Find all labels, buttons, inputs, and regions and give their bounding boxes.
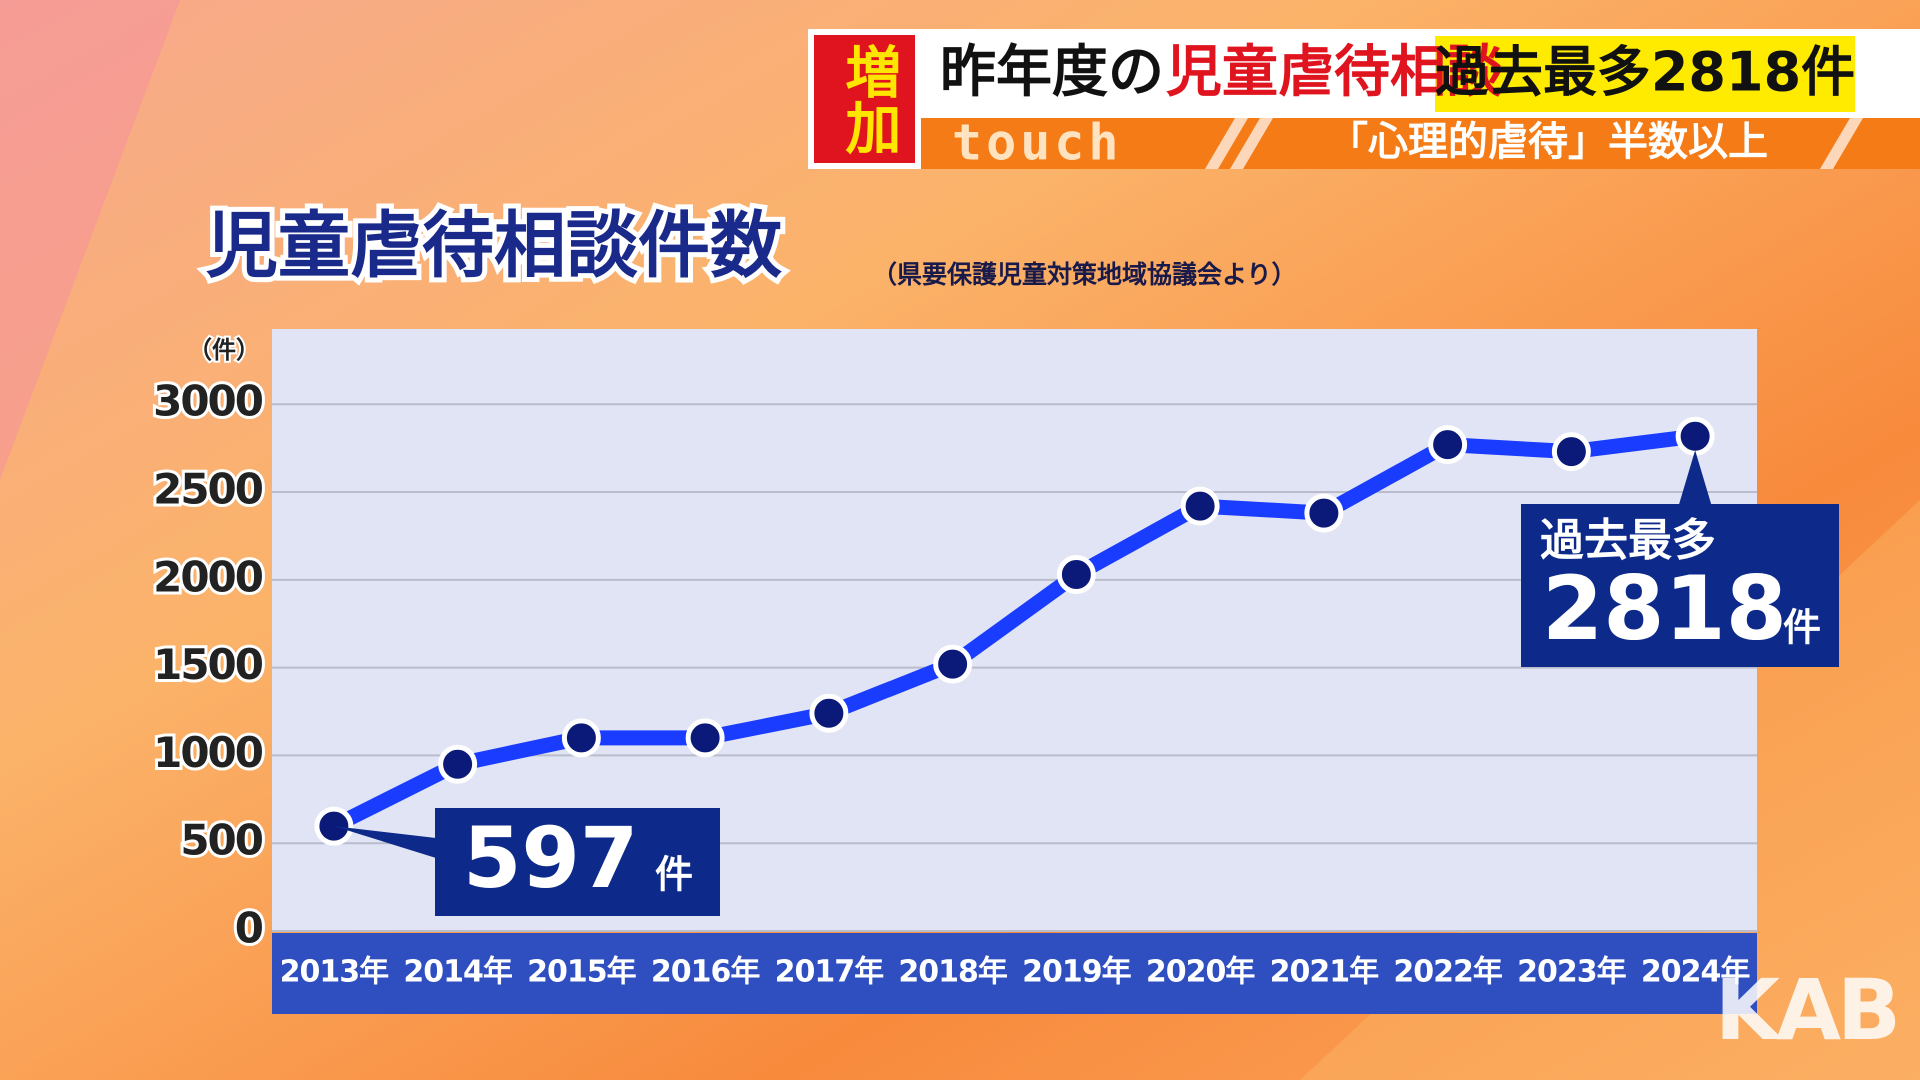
y-axis-unit: （件） — [188, 336, 260, 364]
y-tick-label: 1500 — [153, 640, 263, 689]
marker — [1304, 493, 1344, 533]
background-stripe — [0, 0, 180, 480]
record-label: 過去最多 — [1540, 515, 1716, 566]
subheadline-bar — [921, 118, 1920, 169]
chart-title: 児童虐待相談件数 — [206, 204, 782, 288]
marker — [1056, 555, 1096, 595]
marker — [1675, 416, 1715, 456]
x-tick-label: 2022年 — [1393, 955, 1502, 990]
headline-box-bg — [1435, 36, 1855, 112]
line — [330, 428, 1697, 833]
y-tick-label: 2000 — [153, 552, 263, 601]
headline-highlight: 児童虐待相談 — [1166, 40, 1502, 105]
y-tick-label: 1000 — [153, 728, 263, 777]
marker — [685, 718, 725, 758]
logo: KAB — [1715, 961, 1897, 1059]
callout-pointer — [333, 826, 436, 858]
chart-subtitle: （県要保護児童対策地域協議会より） — [872, 260, 1297, 289]
value-unit: 件 — [1783, 606, 1821, 650]
marker — [561, 718, 601, 758]
marker — [933, 644, 973, 684]
value-label: 597 — [463, 809, 638, 907]
x-tick-label: 2024年 — [1641, 955, 1750, 990]
callout-box — [435, 808, 720, 916]
x-tick-label: 2020年 — [1146, 955, 1255, 990]
stripe — [1820, 118, 1863, 169]
x-tick-label: 2021年 — [1270, 955, 1379, 990]
headline-box: 過去最多2818件 — [1435, 41, 1855, 104]
x-tick-label: 2017年 — [775, 955, 884, 990]
badge-text: 増加 — [836, 43, 901, 155]
marker — [1551, 432, 1591, 472]
stripe — [1205, 118, 1248, 169]
x-tick-label: 2013年 — [280, 955, 389, 990]
subheadline: 「心理的虐待」半数以上 — [1328, 119, 1768, 165]
x-tick-label: 2015年 — [527, 955, 636, 990]
y-tick-label: 500 — [180, 816, 262, 865]
x-tick-label: 2019年 — [1022, 955, 1131, 990]
y-tick-label: 0 — [235, 904, 263, 953]
program-name: touch — [952, 114, 1123, 172]
marker — [438, 744, 478, 784]
x-axis-band — [272, 933, 1757, 1014]
marker — [1180, 486, 1220, 526]
stripe — [1230, 118, 1273, 169]
y-tick-label: 2500 — [153, 465, 263, 514]
value-unit: 件 — [655, 853, 693, 897]
y-tick-label: 3000 — [153, 377, 263, 426]
x-tick-label: 2014年 — [403, 955, 512, 990]
badge — [814, 35, 915, 163]
headline-prefix: 昨年度の — [940, 40, 1164, 105]
callout-pointer — [1679, 450, 1712, 504]
x-tick-label: 2016年 — [651, 955, 760, 990]
value-label: 2818 — [1542, 557, 1787, 660]
x-tick-label: 2023年 — [1517, 955, 1626, 990]
callout-box — [1521, 504, 1839, 667]
x-tick-label: 2018年 — [898, 955, 1007, 990]
marker — [809, 693, 849, 733]
marker — [1428, 425, 1468, 465]
